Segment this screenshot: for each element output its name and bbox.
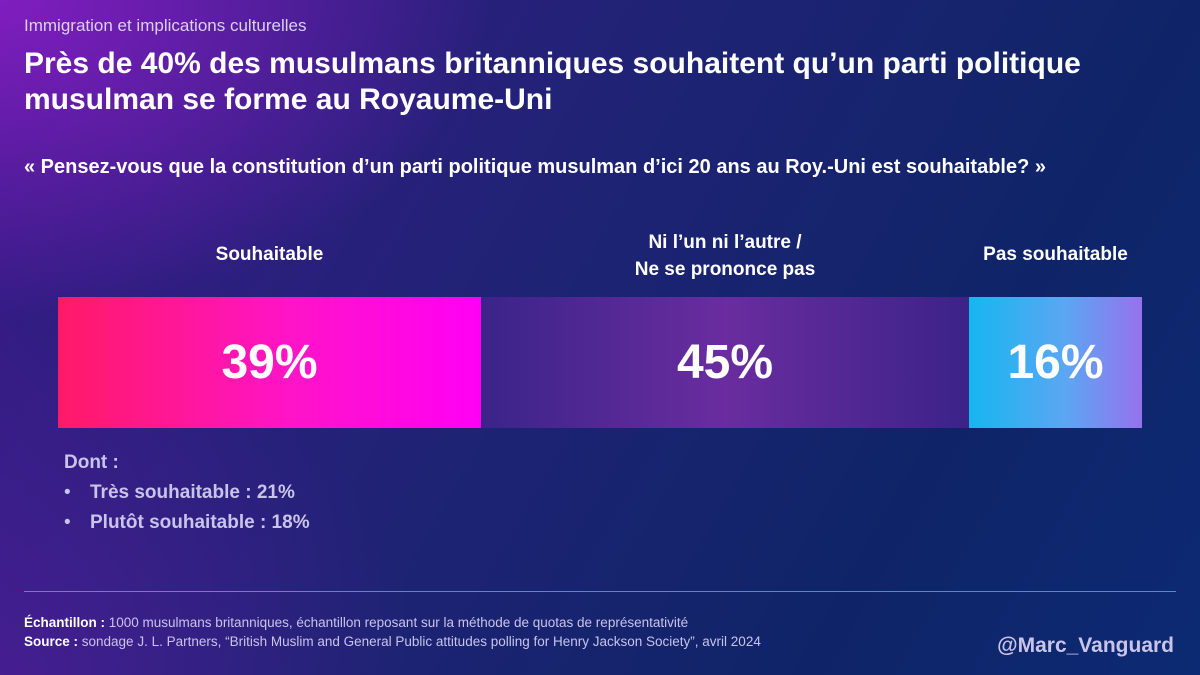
breakdown: Dont : • Très souhaitable : 21% • Plutôt… <box>64 452 310 542</box>
page-title: Près de 40% des musulmans britanniques s… <box>24 47 1081 116</box>
source-text: sondage J. L. Partners, “British Muslim … <box>78 634 761 649</box>
bullet-icon: • <box>64 482 71 503</box>
source-note: Source : sondage J. L. Partners, “Britis… <box>24 632 761 651</box>
bar-segment-0: 39% <box>58 297 481 428</box>
footer: Échantillon : 1000 musulmans britannique… <box>24 613 761 651</box>
bar-segment-1: 45% <box>481 297 969 428</box>
sample-label: Échantillon : <box>24 615 105 630</box>
bar-value-label: 16% <box>1007 336 1104 389</box>
bar-segment-2: 16% <box>969 297 1142 428</box>
category-label-0: Souhaitable <box>215 244 324 265</box>
bullet-icon: • <box>64 512 71 533</box>
breakdown-list: • Très souhaitable : 21% • Plutôt souhai… <box>64 482 310 534</box>
sample-note: Échantillon : 1000 musulmans britannique… <box>24 613 761 632</box>
breakdown-item-plutot-souhaitable: • Plutôt souhaitable : 18% <box>64 512 310 534</box>
breakdown-item-text: Très souhaitable : 21% <box>90 482 295 503</box>
category-label-1: Ni l’un ni l’autre / Ne se prononce pas <box>634 232 816 280</box>
bar-value-label: 45% <box>676 336 774 389</box>
breakdown-item-tres-souhaitable: • Très souhaitable : 21% <box>64 482 310 504</box>
breakdown-item-text: Plutôt souhaitable : 18% <box>90 512 310 533</box>
bar-value-label: 39% <box>221 336 318 389</box>
footer-divider <box>24 591 1176 592</box>
source-label: Source : <box>24 634 79 649</box>
sample-text: 1000 musulmans britanniques, échantillon… <box>105 615 689 630</box>
supertitle: Immigration et implications culturelles <box>24 16 307 35</box>
author-handle: @Marc_Vanguard <box>997 634 1174 657</box>
breakdown-title: Dont : <box>64 452 119 473</box>
category-label-2: Pas souhaitable <box>983 244 1128 265</box>
survey-question: « Pensez-vous que la constitution d’un p… <box>24 156 1047 178</box>
